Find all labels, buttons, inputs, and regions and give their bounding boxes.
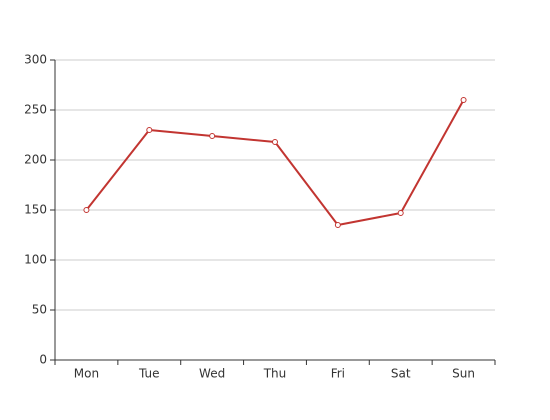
- y-tick-label: 100: [24, 253, 47, 267]
- x-tick-label: Thu: [263, 367, 287, 381]
- data-point: [334, 222, 341, 228]
- y-tick-label: 300: [24, 53, 47, 67]
- y-tick-label: 150: [24, 203, 47, 217]
- y-tick-label: 0: [39, 353, 47, 367]
- y-tick-label: 50: [32, 303, 47, 317]
- data-point: [146, 127, 153, 133]
- data-point: [272, 139, 278, 145]
- x-tick-label: Mon: [74, 367, 99, 381]
- y-tick-label: 250: [24, 103, 47, 117]
- x-tick-label: Sun: [452, 367, 475, 381]
- data-point: [209, 133, 216, 139]
- y-tick-label: 200: [24, 153, 47, 167]
- x-tick-label: Sat: [391, 367, 411, 381]
- data-point: [460, 97, 467, 103]
- data-point: [397, 210, 404, 216]
- data-point: [83, 207, 90, 213]
- x-tick-label: Fri: [331, 367, 345, 381]
- x-tick-label: Wed: [199, 367, 225, 381]
- x-tick-label: Tue: [138, 367, 160, 381]
- data-line: [85, 99, 465, 226]
